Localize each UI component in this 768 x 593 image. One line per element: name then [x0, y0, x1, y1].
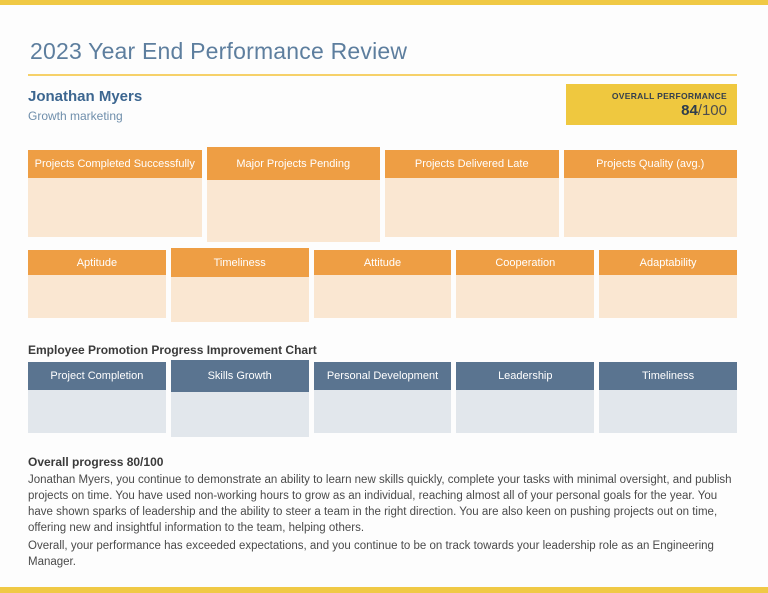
project-stats-table: Projects Completed Successfully Major Pr…	[28, 147, 737, 242]
column-header-personal-development: Personal Development	[313, 362, 452, 390]
table-column: Major Projects Pending	[206, 147, 380, 242]
empty-cell	[599, 390, 737, 433]
empty-cell	[170, 392, 309, 437]
column-header-cooperation: Cooperation	[456, 250, 595, 275]
employee-role: Growth marketing	[28, 109, 123, 123]
promotion-chart-table: Project Completion Skills Growth Persona…	[28, 360, 737, 437]
score-denominator: /100	[697, 102, 727, 119]
title-divider	[28, 74, 737, 76]
summary-paragraph-2: Overall, your performance has exceeded e…	[28, 540, 714, 568]
column-header-timeliness: Timeliness	[170, 248, 309, 277]
table-column: Adaptability	[599, 250, 737, 318]
table-column: Projects Quality (avg.)	[563, 150, 737, 237]
column-header-timeliness-promotion: Timeliness	[599, 362, 737, 390]
column-header-skills-growth: Skills Growth	[170, 360, 309, 392]
empty-cell	[456, 275, 595, 318]
table-column: Projects Completed Successfully	[28, 150, 202, 237]
table-column: Personal Development	[313, 362, 452, 433]
column-header-projects-late: Projects Delivered Late	[385, 150, 559, 178]
empty-cell	[28, 390, 166, 433]
column-header-projects-pending: Major Projects Pending	[206, 147, 380, 180]
table-column: Timeliness	[170, 248, 309, 322]
overall-performance-label: OVERALL PERFORMANCE	[611, 91, 727, 101]
empty-cell	[385, 178, 559, 237]
attributes-table: Aptitude Timeliness Attitude Cooperation…	[28, 248, 737, 322]
table-column: Cooperation	[456, 250, 595, 318]
bottom-accent-bar	[0, 587, 768, 593]
column-header-projects-quality: Projects Quality (avg.)	[563, 150, 737, 178]
empty-cell	[206, 180, 380, 242]
top-accent-bar	[0, 0, 768, 5]
column-header-adaptability: Adaptability	[599, 250, 737, 275]
overall-progress-heading: Overall progress 80/100	[28, 455, 164, 469]
page-title: 2023 Year End Performance Review	[30, 38, 408, 64]
column-header-aptitude: Aptitude	[28, 250, 166, 275]
table-column: Projects Delivered Late	[385, 150, 559, 237]
table-column: Aptitude	[28, 250, 166, 318]
empty-cell	[28, 178, 202, 237]
empty-cell	[170, 277, 309, 322]
column-header-attitude: Attitude	[313, 250, 452, 275]
column-header-projects-completed: Projects Completed Successfully	[28, 150, 202, 178]
table-column: Skills Growth	[170, 360, 309, 437]
score-value: 84	[681, 102, 698, 119]
overall-performance-badge: OVERALL PERFORMANCE 84/100	[566, 84, 737, 125]
table-column: Project Completion	[28, 362, 166, 433]
employee-info: Jonathan Myers Growth marketing	[28, 88, 142, 123]
empty-cell	[599, 275, 737, 318]
summary-paragraph-1: Jonathan Myers, you continue to demonstr…	[28, 474, 732, 534]
table-column: Timeliness	[599, 362, 737, 433]
empty-cell	[313, 275, 452, 318]
promotion-chart-heading: Employee Promotion Progress Improvement …	[28, 343, 317, 357]
overall-performance-score: 84/100	[566, 102, 727, 119]
empty-cell	[456, 390, 595, 433]
empty-cell	[563, 178, 737, 237]
empty-cell	[313, 390, 452, 433]
table-column: Leadership	[456, 362, 595, 433]
column-header-project-completion: Project Completion	[28, 362, 166, 390]
column-header-leadership: Leadership	[456, 362, 595, 390]
empty-cell	[28, 275, 166, 318]
table-column: Attitude	[313, 250, 452, 318]
employee-name: Jonathan Myers	[28, 88, 143, 105]
